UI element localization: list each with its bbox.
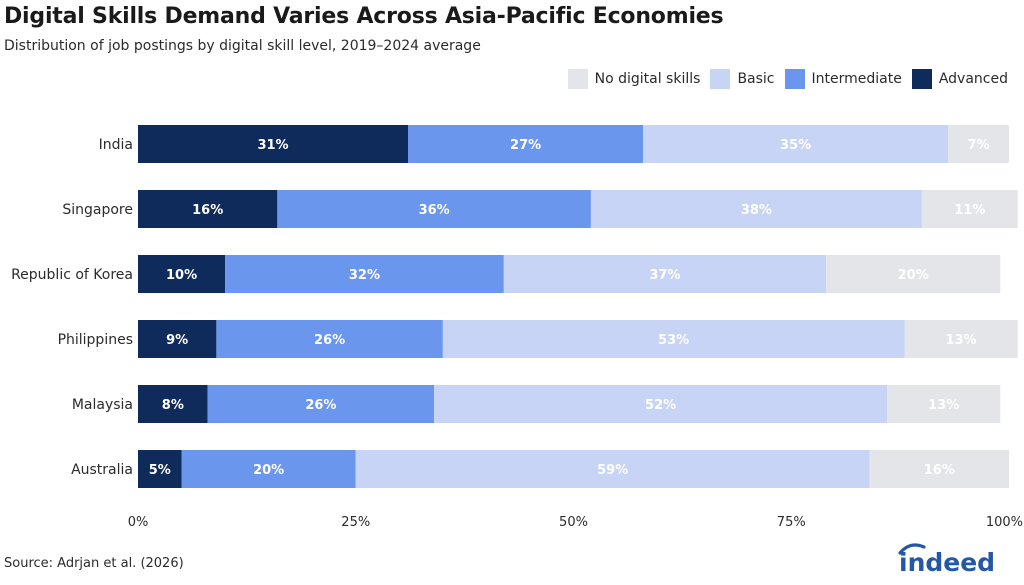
bar-segment-advanced: [138, 190, 278, 228]
data-label: 32%: [349, 268, 380, 283]
legend-label: No digital skills: [594, 71, 701, 87]
data-label: 26%: [314, 333, 345, 348]
logo-text: indeed: [899, 548, 995, 577]
category-label: Malaysia: [72, 397, 133, 413]
bar-segment-no-digital-skills: [887, 385, 1001, 423]
data-label: 13%: [946, 333, 977, 348]
data-label: 38%: [741, 203, 772, 218]
data-label: 16%: [192, 203, 223, 218]
bar-segment-basic: [643, 125, 949, 163]
x-tick-label: 50%: [559, 515, 588, 530]
bar-segment-basic: [434, 385, 888, 423]
indeed-logo-icon: indeed: [898, 543, 995, 577]
legend-label: Intermediate: [811, 71, 902, 87]
data-label: 16%: [924, 463, 955, 478]
data-label: 36%: [419, 203, 450, 218]
data-label: 20%: [898, 268, 929, 283]
legend-swatch: [710, 69, 731, 89]
category-label: Singapore: [62, 202, 133, 218]
category-label: India: [99, 137, 133, 153]
data-label: 26%: [305, 398, 336, 413]
data-label: 35%: [780, 138, 811, 153]
bar-segment-basic: [442, 320, 905, 358]
bar-segment-no-digital-skills: [904, 320, 1018, 358]
bar-segment-intermediate: [216, 320, 443, 358]
legend-item-basic: Basic: [710, 69, 775, 89]
bar-segment-no-digital-skills: [948, 125, 1009, 163]
bar-segment-basic: [355, 450, 870, 488]
data-label: 11%: [954, 203, 985, 218]
bar-segment-no-digital-skills: [826, 255, 1001, 293]
bar-segment-intermediate: [181, 450, 356, 488]
data-label: 27%: [510, 138, 541, 153]
data-label: 13%: [928, 398, 959, 413]
data-label: 8%: [162, 398, 184, 413]
data-label: 52%: [645, 398, 676, 413]
data-label: 9%: [166, 333, 188, 348]
bar-segment-intermediate: [408, 125, 644, 163]
bar-segment-intermediate: [225, 255, 504, 293]
bar-segment-intermediate: [207, 385, 435, 423]
legend-swatch: [911, 69, 932, 89]
legend-label: Basic: [737, 71, 775, 87]
category-label: Australia: [71, 462, 133, 478]
source-note: Source: Adrjan et al. (2026): [4, 556, 184, 571]
legend-swatch: [784, 69, 805, 89]
chart-title: Digital Skills Demand Varies Across Asia…: [4, 4, 724, 29]
bar-segment-advanced: [138, 255, 226, 293]
bar-segment-advanced: [138, 125, 409, 163]
bar-segment-no-digital-skills: [921, 190, 1018, 228]
data-label: 53%: [658, 333, 689, 348]
data-label: 5%: [149, 463, 171, 478]
bar-segment-advanced: [138, 385, 208, 423]
bar-segment-advanced: [138, 320, 217, 358]
data-label: 59%: [597, 463, 628, 478]
bar-segment-basic: [590, 190, 922, 228]
chart-subtitle: Distribution of job postings by digital …: [4, 38, 481, 54]
x-tick-label: 100%: [986, 515, 1023, 530]
data-label: 37%: [649, 268, 680, 283]
chart-legend: No digital skills Basic Intermediate Advanc…: [558, 69, 1008, 89]
data-label: 20%: [253, 463, 284, 478]
category-label: Republic of Korea: [11, 267, 133, 283]
category-label: Philippines: [58, 332, 133, 348]
legend-label: Advanced: [938, 71, 1008, 87]
data-label: 31%: [257, 138, 288, 153]
legend-item-advanced: Advanced: [911, 69, 1008, 89]
data-label: 10%: [166, 268, 197, 283]
legend-swatch: [567, 69, 588, 89]
bar-segment-no-digital-skills: [869, 450, 1009, 488]
x-tick-label: 0%: [128, 515, 149, 530]
x-tick-label: 75%: [777, 515, 806, 530]
legend-item-intermediate: Intermediate: [784, 69, 902, 89]
bar-segment-basic: [503, 255, 827, 293]
bar-segment-advanced: [138, 450, 182, 488]
data-label: 7%: [967, 138, 989, 153]
legend-item-no-digital-skills: No digital skills: [567, 69, 701, 89]
bar-segment-intermediate: [277, 190, 591, 228]
x-tick-label: 25%: [341, 515, 370, 530]
